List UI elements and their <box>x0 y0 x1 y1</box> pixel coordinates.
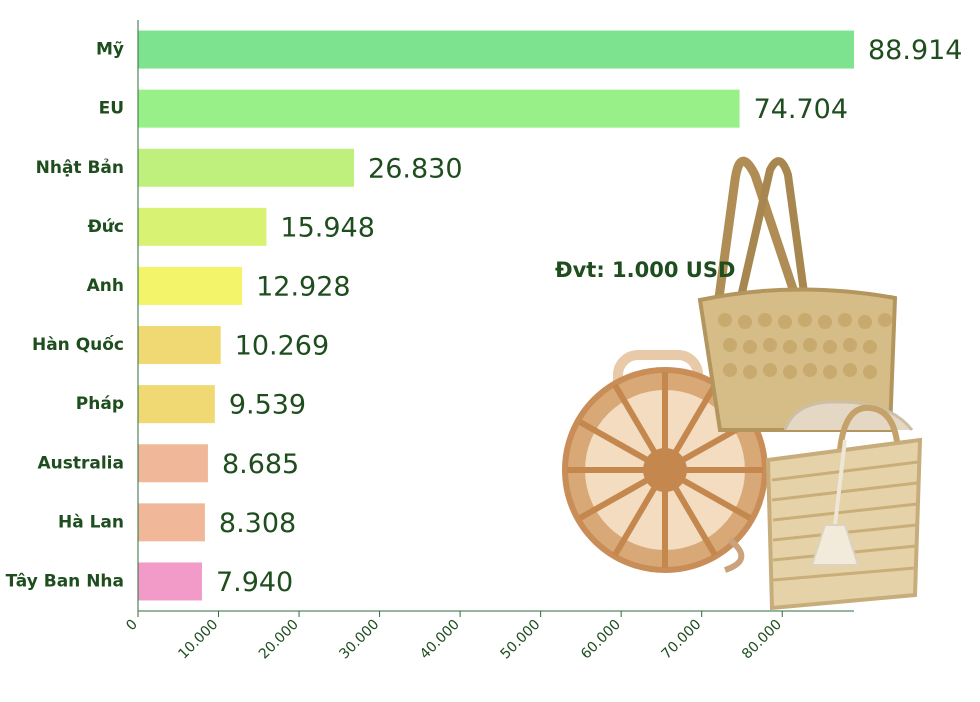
value-label: 74.704 <box>754 94 848 125</box>
bar <box>138 30 854 69</box>
bar <box>138 326 221 365</box>
x-tick-label: 80.000 <box>739 617 785 663</box>
category-label: EU <box>99 99 124 119</box>
value-label: 15.948 <box>280 212 374 243</box>
x-tick-label: 50.000 <box>498 617 544 663</box>
category-label: Hà Lan <box>58 512 124 532</box>
category-label: Nhật Bản <box>36 158 124 178</box>
value-label: 88.914 <box>868 35 962 66</box>
x-tick-label: 40.000 <box>417 617 463 663</box>
bars-group: Mỹ 88.914 EU 74.704 Nhật Bản 26.830 Đức 15.948 A… <box>6 30 962 601</box>
value-label: 12.928 <box>256 271 350 302</box>
bar <box>138 207 267 246</box>
x-tick-label: 60.000 <box>578 617 624 663</box>
bar <box>138 503 205 542</box>
category-label: Đức <box>88 217 124 237</box>
category-label: Mỹ <box>96 40 124 60</box>
bar <box>138 266 243 305</box>
category-label: Pháp <box>76 394 124 414</box>
value-label: 9.539 <box>229 390 306 421</box>
x-tick-label: 30.000 <box>336 617 382 663</box>
bar <box>138 562 202 601</box>
woven-baskets-illustration <box>540 140 980 620</box>
round-bamboo-bag <box>562 350 768 573</box>
bar <box>138 148 355 187</box>
unit-note: Đvt: 1.000 USD <box>555 258 736 282</box>
category-label: Australia <box>38 453 125 473</box>
x-tick-label: 20.000 <box>256 617 302 663</box>
category-label: Anh <box>87 276 124 296</box>
bar <box>138 89 740 128</box>
square-woven-bag <box>765 400 923 611</box>
category-label: Tây Ban Nha <box>6 571 124 591</box>
value-label: 26.830 <box>368 153 462 184</box>
value-label: 7.940 <box>216 567 293 598</box>
bar <box>138 444 208 483</box>
value-label: 8.685 <box>222 449 299 480</box>
x-tick-label: 0 <box>123 617 141 635</box>
value-label: 8.308 <box>219 508 296 539</box>
bar <box>138 385 215 424</box>
woven-tote-bag <box>697 156 898 432</box>
x-tick-label: 10.000 <box>175 617 221 663</box>
category-label: Hàn Quốc <box>32 334 124 355</box>
x-tick-label: 70.000 <box>659 617 705 663</box>
value-label: 10.269 <box>235 331 329 362</box>
